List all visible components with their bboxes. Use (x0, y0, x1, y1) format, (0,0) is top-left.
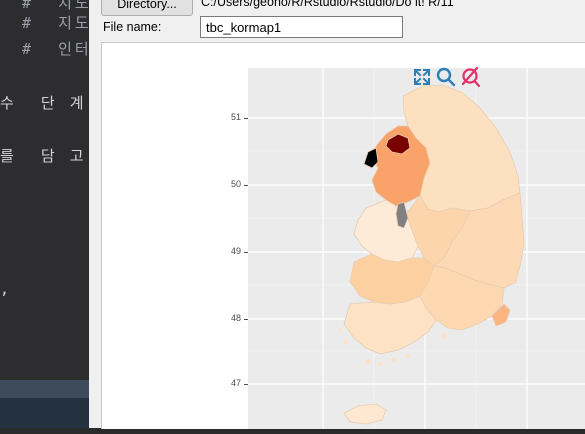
editor-line: # 인터 (22, 40, 92, 58)
editor-line: # 지도 (22, 14, 92, 32)
region-sejong[interactable] (395, 201, 409, 229)
y-tick-mark (244, 319, 248, 320)
region-incheon[interactable] (363, 147, 379, 169)
editor-console-strip (0, 398, 95, 428)
region-jeju[interactable] (343, 403, 387, 425)
editor-line: # 지도 (22, 0, 92, 12)
region-busan[interactable] (491, 303, 511, 327)
y-tick-label: 50 (230, 179, 241, 189)
y-tick-label: 51 (230, 112, 241, 122)
plot-panel (248, 68, 585, 429)
region-chungnam[interactable] (353, 199, 419, 263)
korea-choropleth-map (248, 68, 585, 429)
code-editor: # 지도 # 지도 # 인터 수 단 계 를 담 고 , (0, 0, 95, 428)
zoom-extents-icon[interactable] (412, 67, 432, 87)
file-name-input[interactable] (200, 16, 403, 38)
editor-line: 수 단 계 (0, 94, 87, 112)
southern-islands (338, 328, 446, 366)
no-selection-icon[interactable] (461, 67, 481, 87)
editor-line: , (0, 280, 13, 298)
y-tick-label: 48 (230, 313, 241, 323)
y-tick-mark (244, 384, 248, 385)
y-tick-mark (244, 118, 248, 119)
editor-line: 를 담 고 (0, 147, 87, 165)
map-preview[interactable]: 51 50 49 48 47 (101, 42, 585, 429)
directory-button[interactable]: Directory... (101, 0, 193, 16)
file-name-label: File name: (103, 20, 162, 34)
region-seoul[interactable] (385, 133, 411, 155)
y-tick-mark (244, 252, 248, 253)
y-tick-mark (244, 185, 248, 186)
y-tick-label: 49 (230, 246, 241, 256)
save-widget-dialog: Directory... C:/Users/geoho/R/Rstudio/Rs… (89, 0, 585, 429)
directory-path: C:/Users/geoho/R/Rstudio/Rstudio/Do it! … (201, 0, 454, 9)
editor-status-bar (0, 380, 95, 398)
region-jeonnam[interactable] (343, 295, 437, 355)
magnifier-icon[interactable] (436, 67, 456, 87)
y-tick-label: 47 (230, 378, 241, 388)
